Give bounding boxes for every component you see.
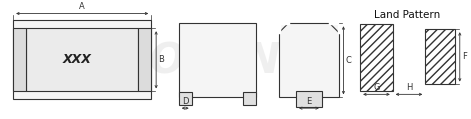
- Bar: [296, 91, 322, 107]
- Bar: [13, 20, 151, 99]
- Bar: [243, 92, 256, 105]
- Text: G: G: [373, 83, 380, 92]
- Text: TOKEN: TOKEN: [121, 41, 280, 83]
- Bar: [26, 28, 138, 91]
- Bar: [179, 23, 256, 97]
- Text: XXX: XXX: [63, 53, 92, 66]
- Text: B: B: [159, 55, 164, 64]
- Text: F: F: [462, 52, 467, 61]
- Bar: [138, 28, 151, 91]
- Text: E: E: [306, 97, 312, 106]
- Text: C: C: [346, 56, 352, 65]
- Text: Land Pattern: Land Pattern: [374, 10, 440, 20]
- Text: D: D: [182, 97, 188, 106]
- Bar: [360, 24, 393, 91]
- Bar: [13, 28, 26, 91]
- Bar: [179, 92, 192, 105]
- Bar: [279, 23, 339, 97]
- Text: A: A: [79, 2, 85, 11]
- Text: H: H: [406, 83, 412, 92]
- Bar: [425, 29, 455, 84]
